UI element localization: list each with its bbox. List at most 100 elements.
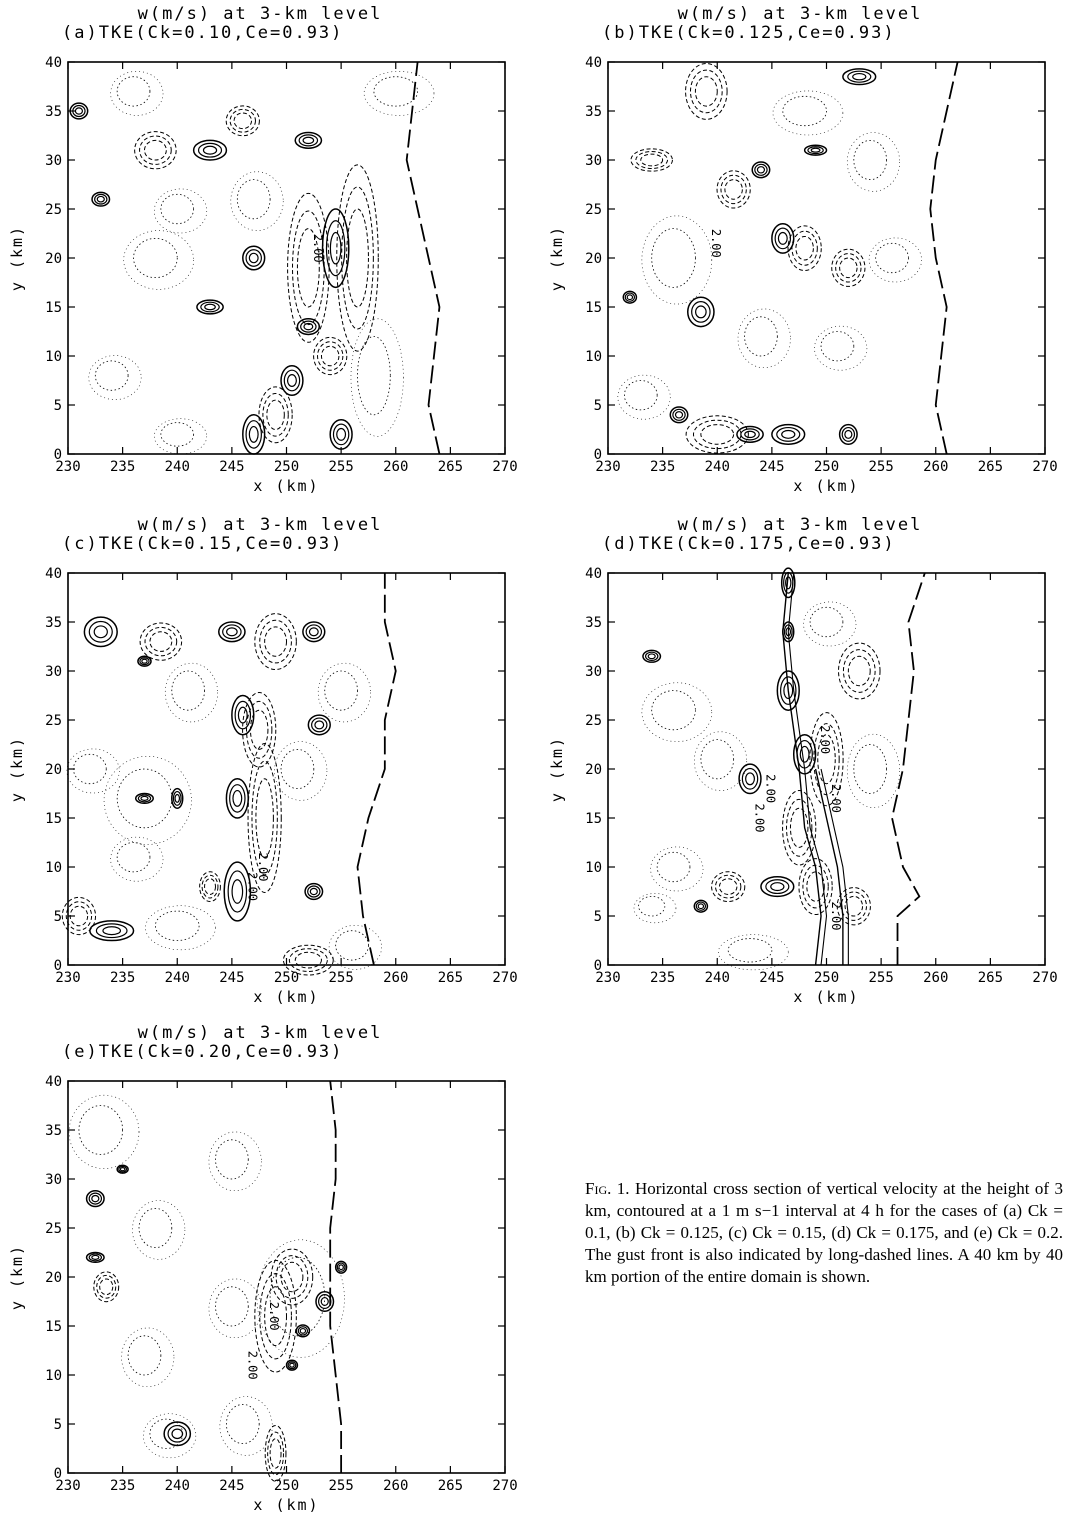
- y-tick-label: 20: [45, 762, 62, 778]
- weak-contour: [853, 744, 887, 794]
- gust-front-line: [405, 61, 441, 455]
- updraft-contour: [844, 429, 853, 439]
- downdraft-contour: [96, 1274, 117, 1299]
- x-tick-label: 235: [650, 970, 675, 986]
- updraft-contour: [289, 1362, 295, 1368]
- updraft-contour: [320, 1296, 329, 1307]
- contour-plot-e: 2.00 2.00 230 235 240 245 250 255 260 265 270 0 5 10 1…: [8, 1074, 518, 1514]
- gust-front-line: [329, 1080, 343, 1473]
- x-tick-label: 240: [165, 1478, 190, 1494]
- updraft-contour: [780, 567, 796, 599]
- updraft-contour: [687, 296, 715, 328]
- panel-subtitle: (b)TKE(Ck=0.125,Ce=0.93): [602, 23, 896, 43]
- updraft-contour: [95, 923, 128, 939]
- downdraft-contour: [786, 798, 813, 857]
- weak-contour: [803, 601, 857, 647]
- y-tick-label: 15: [45, 300, 62, 316]
- updraft-line: [814, 768, 844, 965]
- downdraft-contour: [93, 1271, 120, 1303]
- updraft-contour: [119, 1167, 126, 1172]
- downdraft-contour: [262, 392, 289, 437]
- x-tick-label: 255: [868, 970, 893, 986]
- weak-contour: [143, 1413, 197, 1459]
- downdraft-contour: [65, 901, 93, 931]
- updraft-contour: [96, 195, 105, 203]
- x-axis-label: x (km): [793, 477, 859, 495]
- weak-contour: [357, 335, 391, 416]
- weak-contour: [782, 95, 827, 127]
- updraft-contour: [781, 429, 796, 439]
- updraft-contour: [776, 426, 801, 442]
- plot-body: 2.002.002.002.002.00: [633, 567, 926, 971]
- updraft-contour: [780, 676, 797, 705]
- downdraft-contour: [640, 153, 664, 167]
- updraft-contour: [783, 682, 794, 700]
- x-axis-label: x (km): [793, 988, 859, 1006]
- gust-front-line: [929, 61, 959, 455]
- downdraft-contour: [831, 248, 866, 287]
- updraft-contour: [229, 784, 246, 813]
- plot-body: 2.00: [69, 61, 441, 455]
- updraft-contour: [785, 627, 792, 637]
- x-tick-label: 250: [274, 970, 299, 986]
- weak-contour: [820, 331, 855, 362]
- y-tick-label: 35: [45, 615, 62, 631]
- y-axis-label: y (km): [8, 736, 26, 802]
- updraft-contour: [695, 901, 707, 911]
- updraft-contour: [771, 423, 806, 445]
- x-tick-label: 235: [110, 970, 135, 986]
- updraft-contour: [171, 787, 184, 809]
- weak-contour: [324, 670, 358, 711]
- updraft-contour: [782, 621, 795, 643]
- weak-contour: [160, 422, 195, 447]
- downdraft-contour: [269, 1438, 282, 1469]
- updraft-line: [820, 768, 849, 965]
- downdraft-contour: [225, 105, 260, 137]
- updraft-contour: [285, 1359, 299, 1371]
- weak-contour: [350, 318, 404, 437]
- downdraft-contour: [201, 874, 219, 899]
- downdraft-contour: [346, 208, 369, 308]
- y-tick-label: 5: [54, 398, 62, 414]
- downdraft-contour: [149, 631, 173, 652]
- gust-front-line: [356, 573, 397, 966]
- updraft-contour: [196, 299, 224, 315]
- downdraft-contour: [275, 1255, 309, 1299]
- downdraft-contour: [341, 186, 374, 330]
- contour-label: 2.00: [709, 229, 723, 258]
- y-tick-label: 25: [585, 202, 602, 218]
- downdraft-contour: [294, 951, 322, 969]
- updraft-contour: [200, 301, 220, 313]
- updraft-contour: [141, 658, 148, 664]
- downdraft-contour: [716, 170, 751, 209]
- weak-contour: [638, 896, 666, 917]
- panel-title: w(m/s) at 3-km level: [137, 4, 383, 24]
- weak-contour: [809, 606, 844, 638]
- x-tick-label: 260: [923, 459, 948, 475]
- updraft-contour: [776, 670, 800, 711]
- weak-contour: [68, 1094, 140, 1170]
- x-tick-label: 265: [978, 970, 1003, 986]
- contour-label: 2.00: [763, 774, 777, 803]
- weak-contour: [328, 925, 382, 970]
- downdraft-contour: [791, 230, 818, 266]
- caption-lead: Fig. 1.: [585, 1179, 630, 1198]
- downdraft-contour: [798, 858, 833, 916]
- updraft-contour: [91, 1254, 100, 1260]
- updraft-contour: [304, 882, 324, 901]
- weak-contour: [230, 171, 284, 231]
- updraft-contour: [85, 1190, 105, 1208]
- contour-label: 2.00: [245, 872, 259, 901]
- downdraft-contour: [233, 112, 253, 130]
- updraft-contour: [622, 290, 638, 304]
- x-tick-label: 270: [1032, 459, 1057, 475]
- x-tick-label: 260: [383, 459, 408, 475]
- downdraft-contour: [715, 874, 742, 899]
- y-tick-label: 25: [45, 1221, 62, 1237]
- x-tick-label: 265: [438, 970, 463, 986]
- updraft-contour: [294, 131, 323, 149]
- downdraft-contour: [847, 655, 871, 687]
- updraft-contour: [137, 794, 152, 803]
- updraft-contour: [237, 706, 248, 724]
- y-tick-label: 10: [45, 349, 62, 365]
